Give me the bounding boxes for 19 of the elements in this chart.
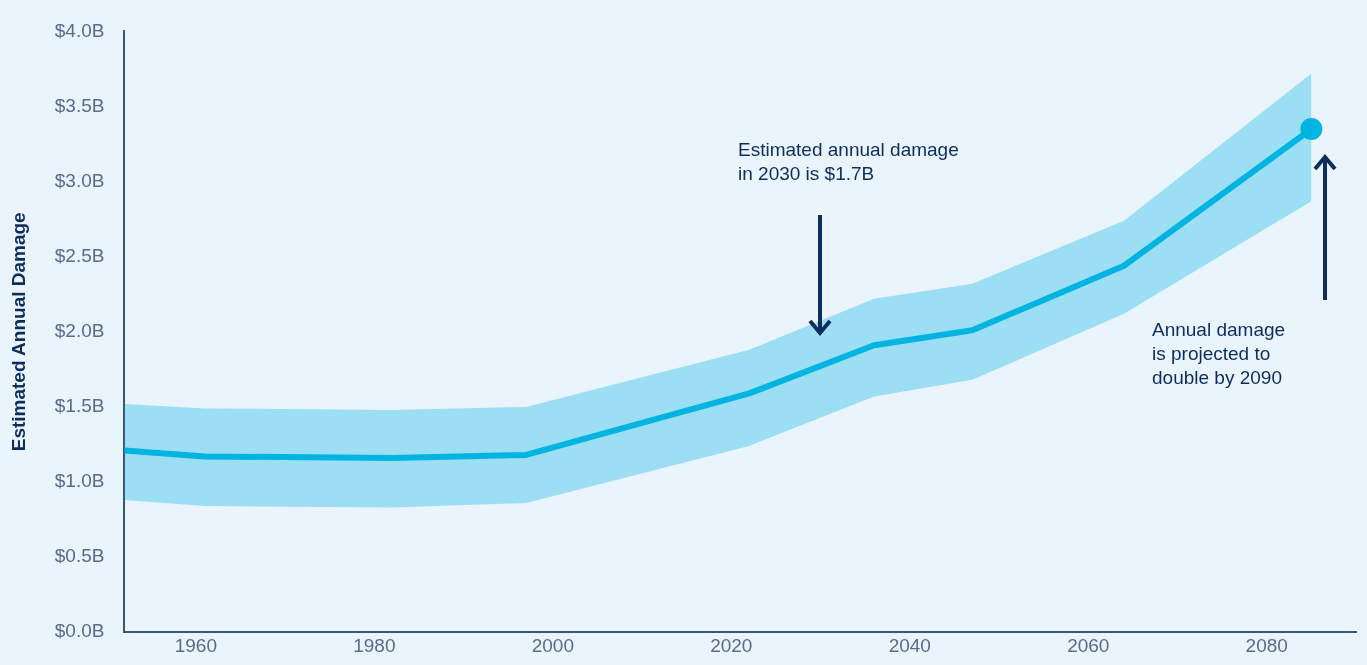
y-axis-title: Estimated Annual Damage — [7, 212, 29, 452]
y-tick-label: $2.5B — [54, 244, 105, 266]
y-tick-label: $1.5B — [54, 395, 105, 417]
y-tick-label: $1.0B — [54, 470, 105, 492]
x-tick-label: 2060 — [1067, 634, 1110, 656]
annotation: Estimated annual damage in 2030 is $1.7B — [738, 138, 959, 186]
y-tick-label: $0.0B — [54, 620, 105, 642]
x-tick-label: 2080 — [1245, 634, 1288, 656]
y-tick-label: $4.0B — [54, 19, 105, 41]
x-tick-label: 1960 — [174, 634, 217, 656]
x-tick-label: 1980 — [353, 634, 396, 656]
annotation: Annual damage is projected to double by 2090 — [1152, 318, 1286, 390]
x-tick-label: 2020 — [710, 634, 753, 656]
y-tick-label: $2.0B — [54, 320, 105, 342]
y-tick-label: $3.0B — [54, 169, 105, 191]
x-tick-label: 2040 — [888, 634, 931, 656]
y-tick-label: $3.5B — [54, 94, 105, 116]
y-tick-label: $0.5B — [54, 545, 105, 567]
x-tick-label: 2000 — [531, 634, 574, 656]
